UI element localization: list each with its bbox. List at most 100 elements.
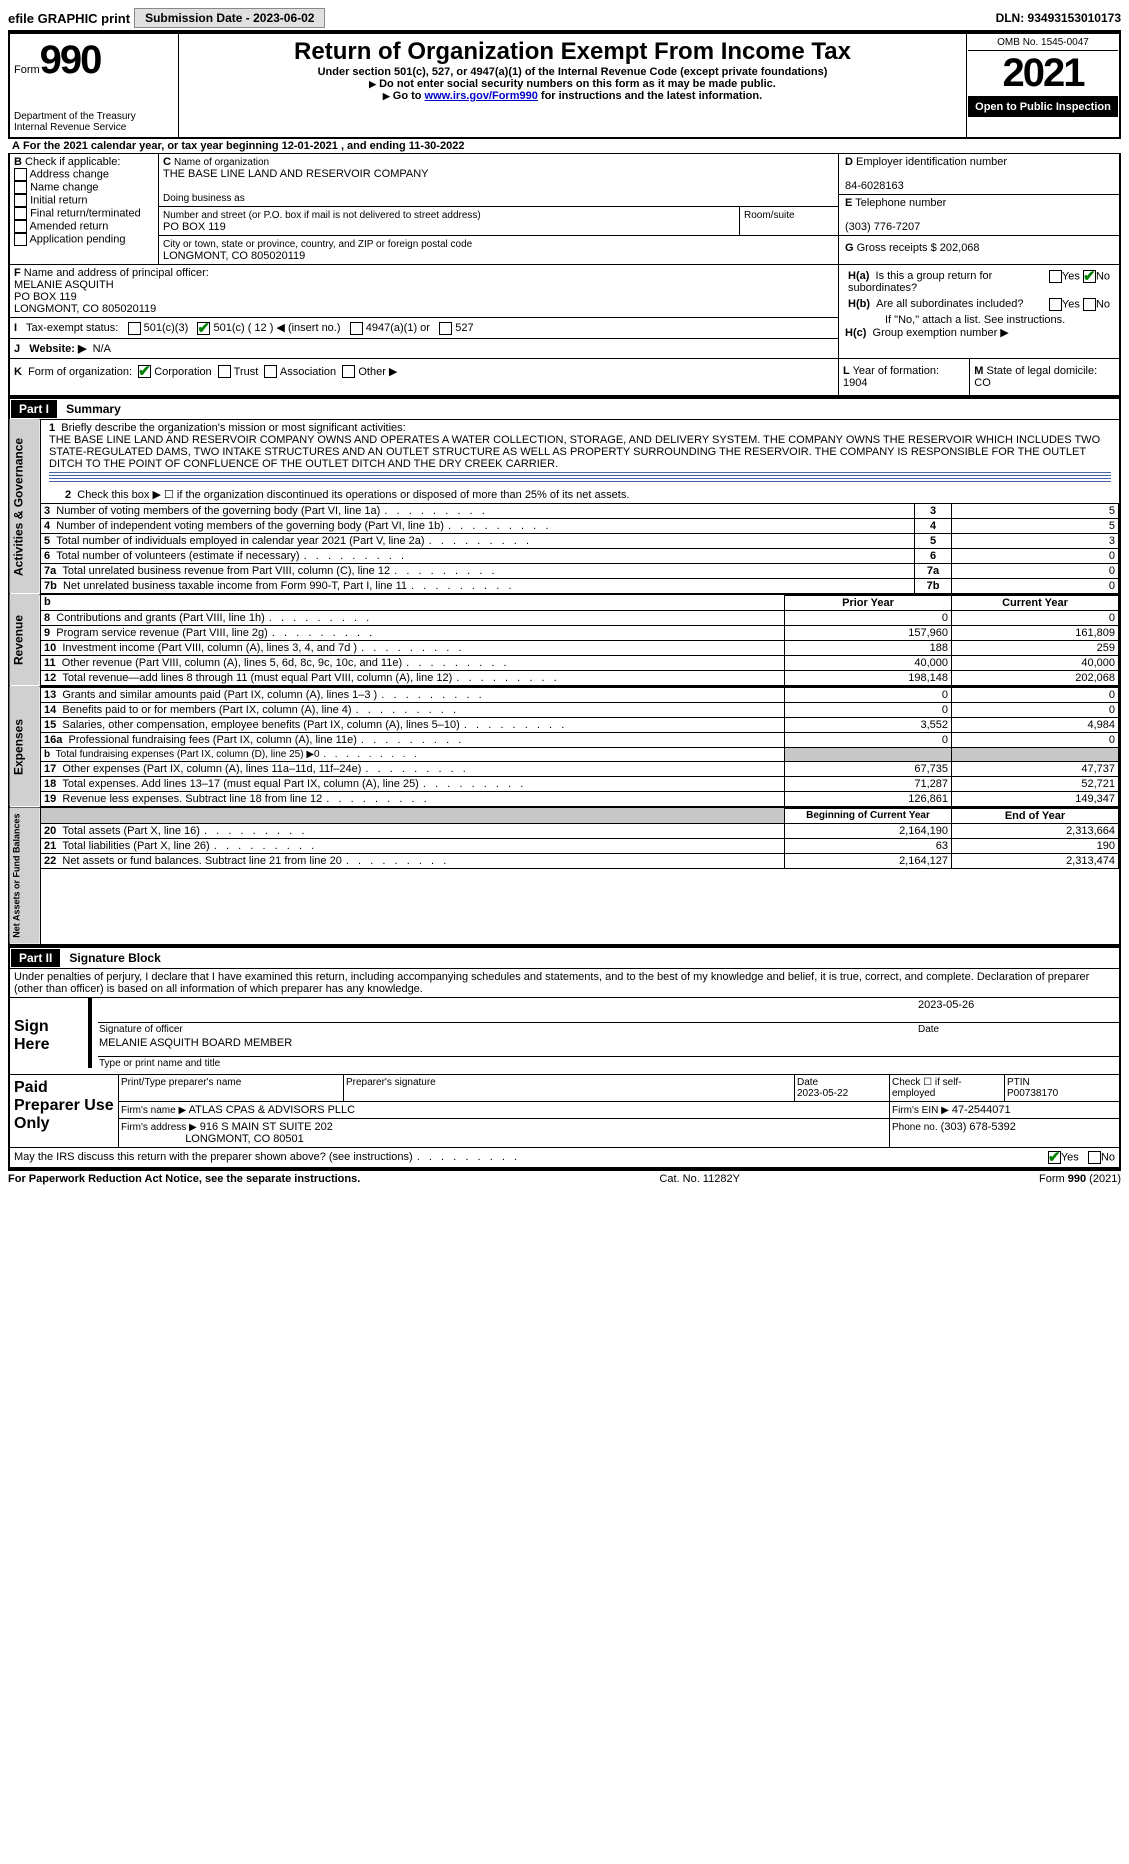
firm-phone-lbl: Phone no. bbox=[892, 1122, 938, 1133]
part1: Part I Summary Activities & Governance 1… bbox=[8, 397, 1121, 946]
open-inspection: Open to Public Inspection bbox=[968, 97, 1118, 117]
line-a: A For the 2021 calendar year, or tax yea… bbox=[8, 139, 1121, 154]
dept-treasury: Department of the Treasury bbox=[14, 111, 174, 122]
irs-label: Internal Revenue Service bbox=[14, 122, 174, 133]
firm-phone: (303) 678-5392 bbox=[941, 1121, 1016, 1133]
tab-expenses: Expenses bbox=[9, 686, 41, 807]
ha-no-checkbox[interactable] bbox=[1083, 270, 1096, 283]
initial-return-lbl: Initial return bbox=[30, 194, 87, 206]
discuss-no-checkbox[interactable] bbox=[1088, 1151, 1101, 1164]
ein-value: 84-6028163 bbox=[845, 180, 904, 192]
corp-lbl: Corporation bbox=[154, 366, 211, 378]
initial-return-checkbox[interactable] bbox=[14, 194, 27, 207]
form-org-lbl: Form of organization: bbox=[28, 366, 132, 378]
irs-link[interactable]: www.irs.gov/Form990 bbox=[425, 90, 538, 102]
city: LONGMONT, CO 805020119 bbox=[163, 250, 305, 262]
ptin-value: P00738170 bbox=[1007, 1088, 1058, 1099]
print-name-lbl: Type or print name and title bbox=[98, 1056, 1119, 1070]
part1-title: Summary bbox=[60, 402, 121, 416]
527-checkbox[interactable] bbox=[439, 322, 452, 335]
discuss-question: May the IRS discuss this return with the… bbox=[14, 1151, 518, 1163]
ha-yes-checkbox[interactable] bbox=[1049, 270, 1062, 283]
part2-title: Signature Block bbox=[63, 951, 160, 965]
4947-checkbox[interactable] bbox=[350, 322, 363, 335]
dln: DLN: 93493153010173 bbox=[996, 11, 1121, 25]
line2-text: Check this box ▶ ☐ if the organization d… bbox=[77, 489, 629, 501]
addr-change-lbl: Address change bbox=[29, 168, 109, 180]
ha-text: Is this a group return for subordinates? bbox=[848, 270, 992, 294]
col-beginning: Beginning of Current Year bbox=[785, 808, 952, 823]
ptin-lbl: PTIN bbox=[1007, 1077, 1030, 1088]
final-return-lbl: Final return/terminated bbox=[30, 207, 141, 219]
form-number: 990 bbox=[40, 38, 101, 82]
assoc-lbl: Association bbox=[280, 366, 336, 378]
officer-name: MELANIE ASQUITH bbox=[14, 279, 114, 291]
state-lbl: State of legal domicile: bbox=[986, 365, 1097, 377]
col-prior: Prior Year bbox=[785, 595, 952, 610]
b-check-lbl: Check if applicable: bbox=[25, 156, 120, 168]
corp-checkbox[interactable] bbox=[138, 365, 151, 378]
app-pending-lbl: Application pending bbox=[29, 233, 125, 245]
governance-table: 3 Number of voting members of the govern… bbox=[41, 503, 1119, 594]
form-ref: Form 990 (2021) bbox=[1039, 1173, 1121, 1185]
ha-no-lbl: No bbox=[1096, 270, 1110, 282]
col-current: Current Year bbox=[952, 595, 1119, 610]
page-footer: For Paperwork Reduction Act Notice, see … bbox=[8, 1169, 1121, 1185]
officer-lbl: Name and address of principal officer: bbox=[24, 267, 209, 279]
mission-desc: THE BASE LINE LAND AND RESERVOIR COMPANY… bbox=[49, 434, 1100, 470]
app-pending-checkbox[interactable] bbox=[14, 233, 27, 246]
paid-preparer-label: Paid Preparer Use Only bbox=[10, 1075, 119, 1147]
501c3-checkbox[interactable] bbox=[128, 322, 141, 335]
trust-lbl: Trust bbox=[234, 366, 259, 378]
discuss-yes-checkbox[interactable] bbox=[1048, 1151, 1061, 1164]
addr-change-checkbox[interactable] bbox=[14, 168, 27, 181]
assoc-checkbox[interactable] bbox=[264, 365, 277, 378]
phone-lbl: Telephone number bbox=[855, 197, 946, 209]
pp-self-employed: Check ☐ if self-employed bbox=[890, 1075, 1005, 1102]
top-bar: efile GRAPHIC print Submission Date - 20… bbox=[8, 8, 1121, 32]
form-subtitle: Under section 501(c), 527, or 4947(a)(1)… bbox=[183, 66, 962, 78]
hb-yes-lbl: Yes bbox=[1062, 298, 1080, 310]
tax-year: 2021 bbox=[968, 51, 1118, 97]
form-word: Form bbox=[14, 64, 40, 76]
hb-no-checkbox[interactable] bbox=[1083, 298, 1096, 311]
street-lbl: Number and street (or P.O. box if mail i… bbox=[163, 210, 481, 221]
firm-ein: 47-2544071 bbox=[952, 1104, 1011, 1116]
c-label: C bbox=[163, 156, 171, 168]
line-a-text: For the 2021 calendar year, or tax year … bbox=[23, 140, 464, 152]
paid-preparer-block: Paid Preparer Use Only Print/Type prepar… bbox=[10, 1075, 1119, 1147]
trust-checkbox[interactable] bbox=[218, 365, 231, 378]
discuss-no-lbl: No bbox=[1101, 1151, 1115, 1163]
sign-here-label: Sign Here bbox=[10, 998, 88, 1074]
e-label: E bbox=[845, 197, 852, 209]
f-label: F bbox=[14, 267, 21, 279]
amended-checkbox[interactable] bbox=[14, 220, 27, 233]
name-change-checkbox[interactable] bbox=[14, 181, 27, 194]
hb-yes-checkbox[interactable] bbox=[1049, 298, 1062, 311]
col-end: End of Year bbox=[952, 808, 1119, 823]
pp-date: 2023-05-22 bbox=[797, 1088, 848, 1099]
discuss-yes-lbl: Yes bbox=[1061, 1151, 1079, 1163]
k-label: K bbox=[14, 366, 22, 378]
sig-date-lbl: Date bbox=[917, 1022, 1119, 1036]
website-lbl: Website: ▶ bbox=[29, 343, 86, 355]
d-label: D bbox=[845, 156, 853, 168]
pra-notice: For Paperwork Reduction Act Notice, see … bbox=[8, 1173, 360, 1185]
501c-checkbox[interactable] bbox=[197, 322, 210, 335]
form-header: Form990 Department of the Treasury Inter… bbox=[8, 32, 1121, 139]
pp-date-lbl: Date bbox=[797, 1077, 818, 1088]
final-return-checkbox[interactable] bbox=[14, 207, 27, 220]
sign-bracket-icon bbox=[88, 998, 98, 1068]
efile-label: efile GRAPHIC print bbox=[8, 11, 130, 26]
officer-addr2: LONGMONT, CO 805020119 bbox=[14, 303, 156, 315]
hb-no-lbl: No bbox=[1096, 298, 1110, 310]
submission-button[interactable]: Submission Date - 2023-06-02 bbox=[134, 8, 325, 28]
org-name: THE BASE LINE LAND AND RESERVOIR COMPANY bbox=[163, 168, 429, 180]
note-goto-post: for instructions and the latest informat… bbox=[538, 90, 762, 102]
sig-officer-lbl: Signature of officer bbox=[98, 1022, 917, 1036]
name-change-lbl: Name change bbox=[30, 181, 99, 193]
other-checkbox[interactable] bbox=[342, 365, 355, 378]
phone-value: (303) 776-7207 bbox=[845, 221, 920, 233]
pp-sig-lbl: Preparer's signature bbox=[344, 1075, 795, 1102]
omb-number: OMB No. 1545-0047 bbox=[968, 35, 1118, 51]
